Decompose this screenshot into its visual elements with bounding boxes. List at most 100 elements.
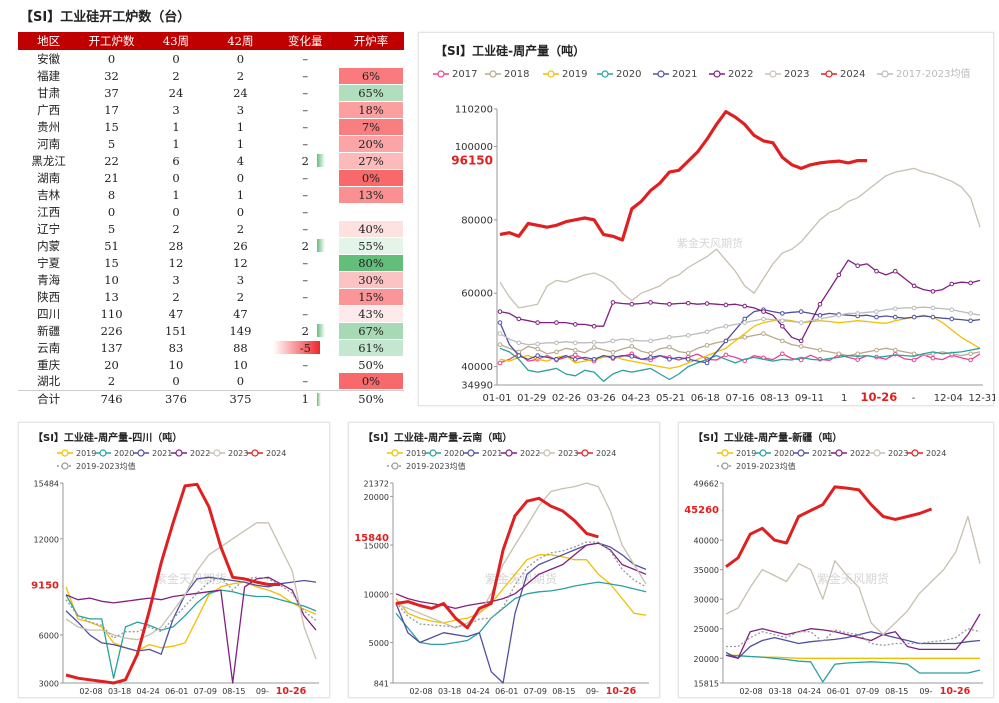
- legend-label: 2022: [850, 449, 870, 458]
- chart-panel-national: 【SI】工业硅-周产量（吨） 2017 2018 2019 2020 2021 2022 20…: [418, 32, 995, 406]
- series-point: [648, 300, 653, 305]
- series-point: [874, 314, 879, 320]
- series-line: [65, 576, 317, 639]
- legend-item: 2017: [433, 69, 477, 80]
- change-cell: 1: [272, 389, 338, 407]
- legend-item: 2022: [709, 69, 753, 80]
- series-line: [395, 542, 647, 684]
- legend-item: 2022: [831, 449, 870, 458]
- y-tick-label: 6000: [39, 631, 59, 640]
- legend-label: 2019-2023均值: [736, 461, 796, 471]
- chart-panel-sichuan: 【SI】工业硅-周产量-四川（吨） 2019 2020 2021 2022 2023 202…: [18, 422, 330, 698]
- y-highlight-box: [360, 529, 392, 543]
- legend-item: 2020: [597, 69, 641, 80]
- week43-cell: 10: [168, 357, 184, 372]
- series-point: [780, 351, 785, 357]
- legend-swatch-marker: [429, 449, 437, 457]
- series-point: [817, 301, 823, 307]
- legend-item: 2023: [539, 449, 578, 458]
- series-line: [499, 306, 981, 346]
- series-point: [497, 320, 503, 325]
- series-point: [572, 322, 578, 327]
- legend-item: 2021: [653, 69, 697, 80]
- series-2018: [497, 331, 981, 357]
- legend-label: 2024: [266, 449, 286, 458]
- series-point: [497, 309, 503, 314]
- change-bar-negative: [272, 341, 321, 354]
- change-value: –: [302, 68, 309, 83]
- rate-value: 6%: [338, 67, 403, 84]
- series-point: [836, 312, 842, 318]
- week43-cell: 0: [172, 374, 180, 389]
- series-point: [930, 289, 936, 294]
- change-value: 1: [301, 391, 309, 406]
- series-line: [395, 496, 599, 630]
- legend-swatch-marker: [721, 449, 729, 457]
- series-2023: [499, 167, 981, 309]
- week43-cell: 0: [172, 51, 180, 66]
- legend-label: 2022: [728, 69, 753, 80]
- series-point: [554, 320, 559, 325]
- change-cell: –: [273, 220, 338, 237]
- change-value: –: [302, 374, 309, 389]
- region-cell: 江西: [37, 204, 61, 219]
- legend-swatch-marker: [547, 70, 555, 78]
- series-point: [874, 268, 879, 274]
- series-point: [836, 272, 842, 278]
- furnace-count-cell: 15: [104, 255, 119, 270]
- furnace-count-cell: 5: [107, 221, 116, 236]
- series-line: [725, 515, 981, 636]
- legend-swatch-marker: [391, 449, 399, 457]
- rate-cell: 50%: [338, 356, 404, 373]
- y-tick-label: 30000: [694, 596, 719, 605]
- x-tick-label: 04-24: [137, 687, 160, 696]
- table-row: 辽宁 5 2 2 – 40%: [18, 220, 404, 237]
- table-row: 湖北 2 0 0 – 0%: [18, 373, 404, 390]
- x-tick-label: 04-24: [467, 687, 490, 696]
- rate-cell: 40%: [338, 220, 404, 237]
- week43-cell: 83: [168, 340, 184, 355]
- series-2021: [65, 576, 317, 655]
- region-cell: 甘肃: [37, 85, 61, 100]
- table-header-cell: 开工炉数: [79, 32, 144, 50]
- rate-cell: 27%: [338, 152, 404, 169]
- series-point: [591, 356, 597, 362]
- y-tick-label: 80000: [461, 215, 493, 226]
- region-cell: 陕西: [37, 289, 61, 304]
- table-row: 吉林 8 1 1 – 13%: [18, 186, 404, 203]
- furnace-count-cell: 5: [107, 136, 116, 151]
- change-value: –: [302, 306, 309, 321]
- change-value: -5: [299, 340, 311, 355]
- chart-title: 【SI】工业硅-周产量（吨）: [435, 43, 585, 58]
- watermark-text: 紫金天风期货: [677, 236, 743, 250]
- series-point: [591, 340, 597, 345]
- series-point: [780, 318, 785, 324]
- legend-item: 2019: [717, 449, 756, 458]
- legend-item: 2019: [543, 69, 587, 80]
- y-highlight-label: 96150: [451, 154, 493, 168]
- table-row: 甘肃 37 24 24 – 65%: [18, 84, 404, 101]
- region-cell: 云南: [37, 340, 61, 355]
- series-2019: [395, 554, 647, 624]
- legend-swatch-marker: [213, 449, 221, 457]
- legend-item: 2020: [95, 449, 134, 458]
- rate-cell: 50%: [337, 389, 404, 407]
- week43-cell: 28: [168, 238, 184, 253]
- legend-label: 2024: [840, 69, 865, 80]
- series-point: [892, 347, 898, 353]
- x-tick-label: 06-01: [827, 687, 850, 696]
- table-row: 江西 0 0 0 –: [18, 203, 404, 220]
- series-point: [704, 301, 710, 306]
- change-value: 2: [301, 323, 309, 338]
- y-tick-label: 110200: [455, 105, 493, 116]
- week42-cell: 0: [236, 51, 245, 66]
- series-point: [723, 302, 729, 308]
- series-point: [968, 280, 973, 286]
- legend-swatch-marker: [61, 449, 69, 457]
- furnace-count-cell: 746: [79, 389, 144, 407]
- region-cell: 四川: [37, 306, 61, 321]
- series-point: [723, 352, 729, 358]
- x-tick-label: 04-23: [621, 393, 650, 404]
- series-line: [395, 581, 647, 646]
- series-point: [535, 341, 540, 347]
